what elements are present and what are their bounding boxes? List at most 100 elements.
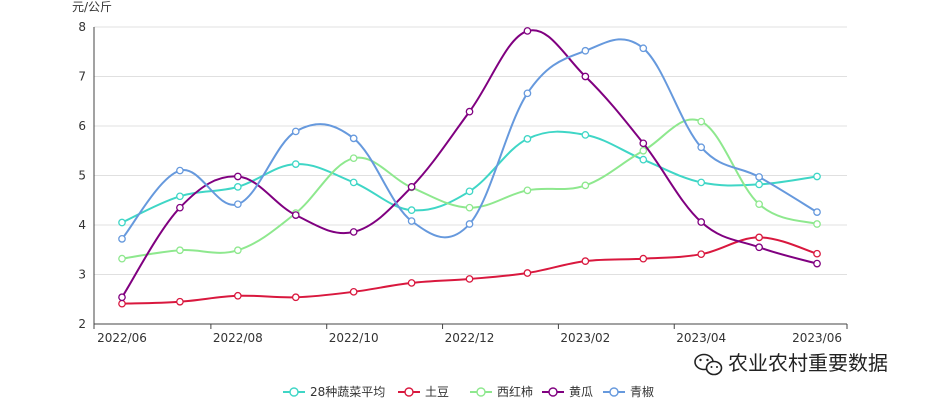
data-point [697, 250, 706, 259]
y-tick-label: 2 [78, 317, 86, 331]
data-point [697, 178, 706, 187]
y-axis-unit-label: 元/公斤 [72, 0, 112, 14]
data-point [755, 180, 763, 189]
data-point [118, 235, 126, 243]
data-point [407, 279, 416, 287]
legend-label: 28种蔬菜平均 [310, 385, 385, 399]
series-4 [118, 27, 821, 302]
x-tick-label: 2022/08 [213, 331, 263, 345]
data-point [639, 44, 648, 53]
data-point [349, 178, 358, 187]
series-2 [118, 233, 821, 308]
legend-item: 黄瓜 [542, 385, 593, 399]
data-point [581, 72, 590, 81]
watermark-text: 农业农村重要数据 [728, 351, 888, 375]
legend-label: 青椒 [630, 385, 654, 399]
legend-swatch-marker [289, 387, 299, 397]
data-point [755, 243, 763, 252]
wechat-icon [694, 353, 723, 376]
x-tick-label: 2022/06 [97, 331, 147, 345]
data-point [349, 228, 358, 236]
x-tick-label: 2022/12 [445, 331, 495, 345]
data-point [523, 89, 532, 98]
data-point [118, 293, 126, 302]
data-point [755, 233, 763, 242]
series-lines [118, 27, 821, 308]
data-point [697, 218, 706, 226]
data-point [813, 249, 821, 258]
legend-item: 28种蔬菜平均 [283, 385, 385, 399]
data-point [291, 127, 300, 136]
data-point [233, 183, 242, 191]
data-point [697, 143, 706, 152]
data-point [755, 200, 763, 209]
data-point [176, 192, 184, 201]
data-point [523, 135, 532, 143]
data-point [581, 257, 590, 265]
data-point [118, 299, 126, 308]
data-point [581, 131, 590, 139]
legend-item: 青椒 [603, 385, 654, 399]
series-1 [118, 130, 821, 227]
x-tick-label: 2022/10 [329, 331, 379, 345]
data-point [176, 297, 184, 306]
series-3 [118, 117, 821, 263]
grid-lines [94, 26, 847, 275]
data-point [813, 172, 821, 181]
data-point [233, 291, 242, 300]
data-point [523, 27, 532, 35]
axes: 2 3 4 5 6 7 8 2022/06 2022/08 2022/10 2022/12 2023/… [78, 20, 848, 345]
y-tick-label: 4 [78, 218, 86, 232]
data-point [465, 187, 474, 196]
legend-swatch-marker [548, 387, 558, 397]
legend-label: 西红柿 [497, 384, 533, 399]
data-point [176, 246, 184, 255]
data-point [465, 203, 474, 212]
data-point [639, 146, 648, 155]
data-point [407, 206, 416, 214]
data-point [581, 181, 590, 190]
legend-swatch-marker [404, 387, 414, 397]
data-point [523, 186, 532, 195]
data-point [349, 287, 358, 296]
data-point [118, 218, 126, 227]
x-tick-label: 2023/04 [676, 331, 726, 345]
legend-item: 土豆 [398, 385, 449, 399]
data-point [523, 269, 532, 277]
data-point [465, 275, 474, 283]
data-point [813, 208, 821, 216]
legend: 28种蔬菜平均 土豆 西红柿 黄瓜 青椒 [283, 384, 654, 399]
data-point [639, 139, 648, 148]
data-point [176, 203, 184, 212]
data-point [465, 220, 474, 228]
legend-label: 土豆 [425, 385, 449, 399]
data-point [233, 246, 242, 255]
data-point [465, 107, 474, 116]
data-point [349, 154, 358, 163]
data-point [581, 46, 590, 55]
data-point [291, 293, 300, 302]
data-point [813, 259, 821, 268]
data-point [407, 217, 416, 225]
y-tick-label: 6 [78, 119, 86, 133]
legend-swatch-marker [609, 387, 619, 397]
series-line [121, 29, 818, 298]
data-point [407, 183, 416, 191]
data-point [697, 117, 706, 126]
data-point [233, 200, 242, 209]
data-point [755, 173, 763, 181]
legend-label: 黄瓜 [569, 385, 593, 399]
y-tick-label: 5 [78, 169, 86, 183]
legend-item: 西红柿 [470, 384, 533, 399]
data-point [176, 166, 184, 175]
x-tick-label: 2023/06 [792, 331, 842, 345]
data-point [639, 254, 648, 263]
y-tick-label: 8 [78, 20, 86, 34]
y-tick-label: 7 [78, 70, 86, 84]
data-point [233, 172, 242, 181]
x-tick-label: 2023/02 [560, 331, 610, 345]
data-point [291, 211, 300, 219]
data-point [349, 134, 358, 143]
data-point [291, 160, 300, 168]
